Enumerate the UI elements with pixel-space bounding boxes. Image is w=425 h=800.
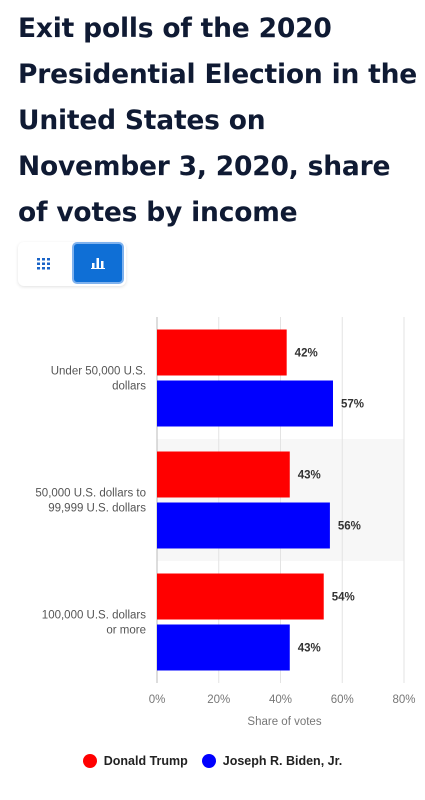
legend-swatch-trump — [82, 754, 97, 768]
bar-chart: 42% 57% Under 50,000 U.S. dollars 43% 56% 50,0… — [35, 317, 416, 728]
legend: Donald Trump Joseph R. Biden, Jr. — [0, 748, 425, 774]
legend-label-trump: Donald Trump — [103, 754, 188, 768]
bar-biden — [157, 380, 333, 427]
category-label: 50,000 U.S. dollars to — [35, 488, 146, 500]
category-label: dollars — [112, 381, 146, 393]
x-axis-title: Share of votes — [247, 716, 321, 728]
data-label: 43% — [298, 470, 321, 482]
x-tick-label: 60% — [331, 694, 354, 706]
data-label: 56% — [338, 521, 361, 533]
bar-trump — [157, 451, 290, 498]
category-label: 100,000 U.S. dollars — [42, 610, 146, 622]
bar-chart-icon — [91, 258, 105, 269]
x-tick-label: 80% — [392, 694, 415, 706]
table-view-button[interactable] — [18, 242, 70, 286]
x-tick-label: 0% — [149, 694, 166, 706]
view-toggle — [18, 242, 126, 286]
bar-trump — [157, 573, 324, 620]
chart-title: Exit polls of the 2020 Presidential Elec… — [18, 13, 418, 228]
bar-trump — [157, 329, 287, 376]
data-label: 54% — [332, 592, 355, 604]
category-label: Under 50,000 U.S. — [51, 366, 146, 378]
x-tick-label: 40% — [269, 694, 292, 706]
category-label: or more — [106, 625, 146, 637]
category-label: 99,999 U.S. dollars — [48, 503, 146, 515]
bar-biden — [157, 502, 330, 549]
x-tick-label: 20% — [207, 694, 230, 706]
data-label: 57% — [341, 399, 364, 411]
legend-swatch-biden — [201, 754, 216, 768]
chart-view-button[interactable] — [72, 242, 124, 284]
legend-item-trump[interactable]: Donald Trump — [82, 754, 188, 768]
bar-biden — [157, 624, 290, 671]
data-label: 43% — [298, 643, 321, 655]
legend-item-biden[interactable]: Joseph R. Biden, Jr. — [201, 754, 343, 768]
data-label: 42% — [295, 348, 318, 360]
legend-label-biden: Joseph R. Biden, Jr. — [222, 754, 343, 768]
grid-icon — [37, 258, 50, 270]
